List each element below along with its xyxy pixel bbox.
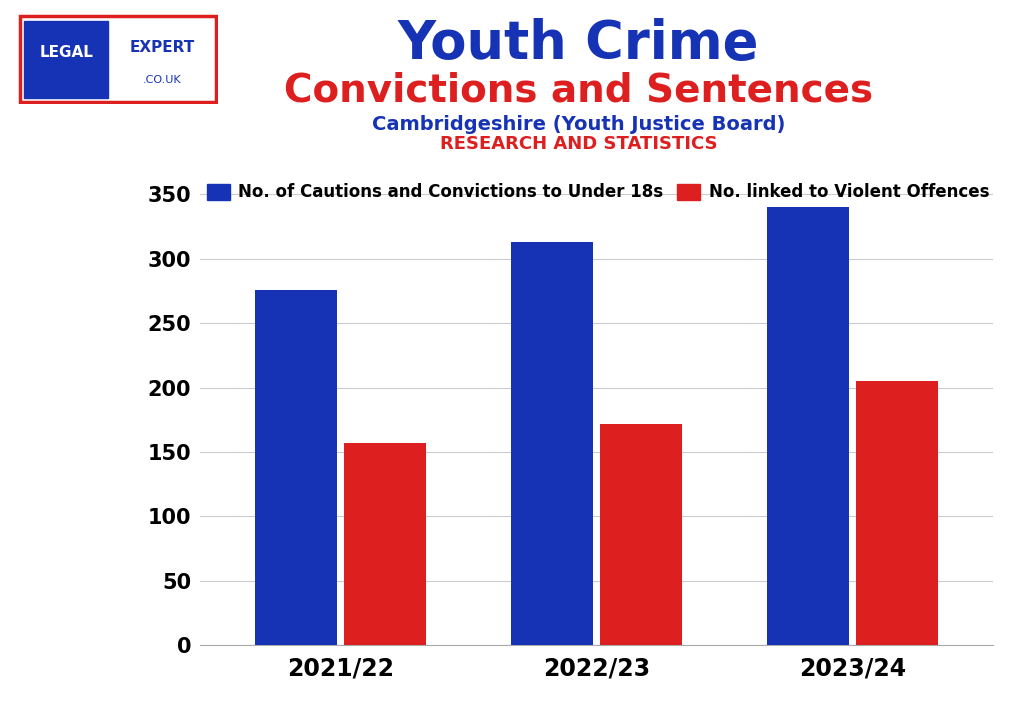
Text: Cambridgeshire (Youth Justice Board): Cambridgeshire (Youth Justice Board) — [372, 115, 785, 133]
Bar — [511, 242, 593, 645]
Bar — [600, 424, 682, 645]
Text: RESEARCH AND STATISTICS: RESEARCH AND STATISTICS — [439, 135, 718, 153]
Text: EXPERT: EXPERT — [130, 40, 195, 55]
Text: Youth Crime: Youth Crime — [398, 18, 759, 70]
Text: Convictions and Sentences: Convictions and Sentences — [284, 72, 873, 110]
Bar — [344, 443, 426, 645]
Bar — [255, 290, 337, 645]
Legend: No. of Cautions and Convictions to Under 18s, No. linked to Violent Offences: No. of Cautions and Convictions to Under… — [200, 177, 995, 208]
FancyBboxPatch shape — [20, 16, 216, 103]
Bar — [25, 21, 109, 98]
Text: LEGAL: LEGAL — [39, 45, 93, 60]
Bar — [856, 381, 938, 645]
Text: .CO.UK: .CO.UK — [143, 75, 181, 85]
Bar — [767, 207, 849, 645]
